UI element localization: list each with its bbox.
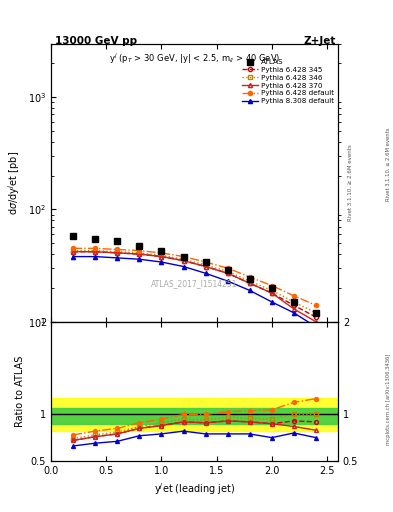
Pythia 6.428 default	[225, 265, 230, 271]
Line: Pythia 6.428 346: Pythia 6.428 346	[71, 248, 318, 315]
Text: y$^{j}$ (p$_T$ > 30 GeV, |y| < 2.5, m$_{ll}$ > 40 GeV): y$^{j}$ (p$_T$ > 30 GeV, |y| < 2.5, m$_{…	[109, 52, 280, 66]
Pythia 6.428 370	[93, 249, 97, 255]
Pythia 6.428 345	[292, 302, 296, 308]
Pythia 6.428 346	[203, 262, 208, 268]
Pythia 6.428 370	[314, 318, 318, 325]
Legend: ATLAS, Pythia 6.428 345, Pythia 6.428 346, Pythia 6.428 370, Pythia 6.428 defaul: ATLAS, Pythia 6.428 345, Pythia 6.428 34…	[239, 56, 336, 107]
Pythia 6.428 345	[159, 253, 164, 260]
Pythia 6.428 345	[225, 270, 230, 276]
Text: 13000 GeV pp: 13000 GeV pp	[55, 36, 137, 46]
Pythia 6.428 345	[71, 249, 75, 255]
Pythia 6.428 370	[181, 258, 186, 264]
Pythia 6.428 default	[159, 250, 164, 256]
Pythia 6.428 346	[93, 247, 97, 253]
Pythia 6.428 346	[181, 256, 186, 262]
Pythia 6.428 346	[314, 310, 318, 316]
Text: Rivet 3.1.10, ≥ 2.6M events: Rivet 3.1.10, ≥ 2.6M events	[386, 127, 391, 201]
Pythia 6.428 370	[225, 270, 230, 276]
ATLAS	[93, 236, 97, 242]
Pythia 6.428 370	[270, 290, 274, 296]
Line: Pythia 8.308 default: Pythia 8.308 default	[71, 254, 318, 329]
Text: Z+Jet: Z+Jet	[304, 36, 336, 46]
ATLAS	[71, 233, 75, 239]
Pythia 6.428 346	[270, 287, 274, 293]
ATLAS	[115, 238, 119, 244]
Pythia 6.428 345	[314, 314, 318, 320]
Pythia 6.428 346	[159, 252, 164, 259]
Y-axis label: d$\sigma$/dy$^{j}$et [pb]: d$\sigma$/dy$^{j}$et [pb]	[7, 151, 22, 215]
Pythia 8.308 default	[225, 278, 230, 284]
Pythia 8.308 default	[93, 253, 97, 260]
Pythia 8.308 default	[181, 264, 186, 270]
Pythia 6.428 345	[137, 251, 142, 257]
Pythia 8.308 default	[314, 324, 318, 330]
ATLAS	[247, 276, 252, 282]
Pythia 6.428 345	[181, 258, 186, 264]
Pythia 6.428 370	[203, 264, 208, 270]
Pythia 6.428 default	[71, 245, 75, 251]
Pythia 6.428 default	[314, 302, 318, 308]
ATLAS	[159, 247, 164, 253]
ATLAS	[270, 285, 274, 291]
ATLAS	[314, 310, 318, 316]
Pythia 8.308 default	[159, 259, 164, 265]
Pythia 6.428 345	[247, 280, 252, 286]
Line: Pythia 6.428 370: Pythia 6.428 370	[71, 250, 318, 324]
Text: mcplots.cern.ch [arXiv:1306.3436]: mcplots.cern.ch [arXiv:1306.3436]	[386, 354, 391, 445]
Text: ATLAS_2017_I1514251: ATLAS_2017_I1514251	[151, 280, 238, 288]
Line: Pythia 6.428 default: Pythia 6.428 default	[71, 246, 318, 307]
Pythia 6.428 default	[93, 245, 97, 251]
Pythia 6.428 default	[292, 293, 296, 299]
Pythia 8.308 default	[203, 270, 208, 276]
Pythia 6.428 346	[115, 249, 119, 255]
Pythia 6.428 346	[137, 250, 142, 256]
ATLAS	[292, 299, 296, 305]
Pythia 6.428 default	[270, 283, 274, 289]
Pythia 6.428 370	[292, 306, 296, 312]
Pythia 8.308 default	[137, 256, 142, 262]
Pythia 6.428 default	[181, 253, 186, 260]
Pythia 6.428 default	[115, 246, 119, 252]
Line: ATLAS: ATLAS	[70, 233, 319, 315]
Pythia 8.308 default	[247, 287, 252, 293]
Pythia 8.308 default	[292, 310, 296, 316]
ATLAS	[137, 243, 142, 249]
Pythia 6.428 345	[203, 264, 208, 270]
Pythia 6.428 346	[71, 247, 75, 253]
Pythia 6.428 default	[203, 259, 208, 265]
Y-axis label: Ratio to ATLAS: Ratio to ATLAS	[15, 355, 25, 427]
Pythia 6.428 346	[247, 278, 252, 284]
Pythia 8.308 default	[270, 299, 274, 305]
Pythia 6.428 370	[137, 251, 142, 257]
Pythia 6.428 370	[247, 280, 252, 286]
Pythia 6.428 346	[225, 268, 230, 274]
ATLAS	[203, 259, 208, 265]
Pythia 6.428 370	[159, 253, 164, 260]
Pythia 6.428 default	[247, 274, 252, 280]
Pythia 6.428 370	[115, 250, 119, 256]
Pythia 6.428 346	[292, 299, 296, 305]
Pythia 6.428 370	[71, 249, 75, 255]
Pythia 6.428 345	[93, 249, 97, 255]
ATLAS	[225, 267, 230, 273]
Pythia 6.428 345	[270, 290, 274, 296]
Line: Pythia 6.428 345: Pythia 6.428 345	[71, 250, 318, 319]
ATLAS	[181, 253, 186, 260]
Pythia 8.308 default	[115, 255, 119, 261]
Pythia 8.308 default	[71, 253, 75, 260]
Pythia 6.428 345	[115, 250, 119, 256]
Pythia 6.428 default	[137, 247, 142, 253]
Y-axis label: Rivet 3.1.10, ≥ 2.6M events: Rivet 3.1.10, ≥ 2.6M events	[348, 144, 353, 221]
X-axis label: y$^{j}$et (leading jet): y$^{j}$et (leading jet)	[154, 481, 235, 497]
